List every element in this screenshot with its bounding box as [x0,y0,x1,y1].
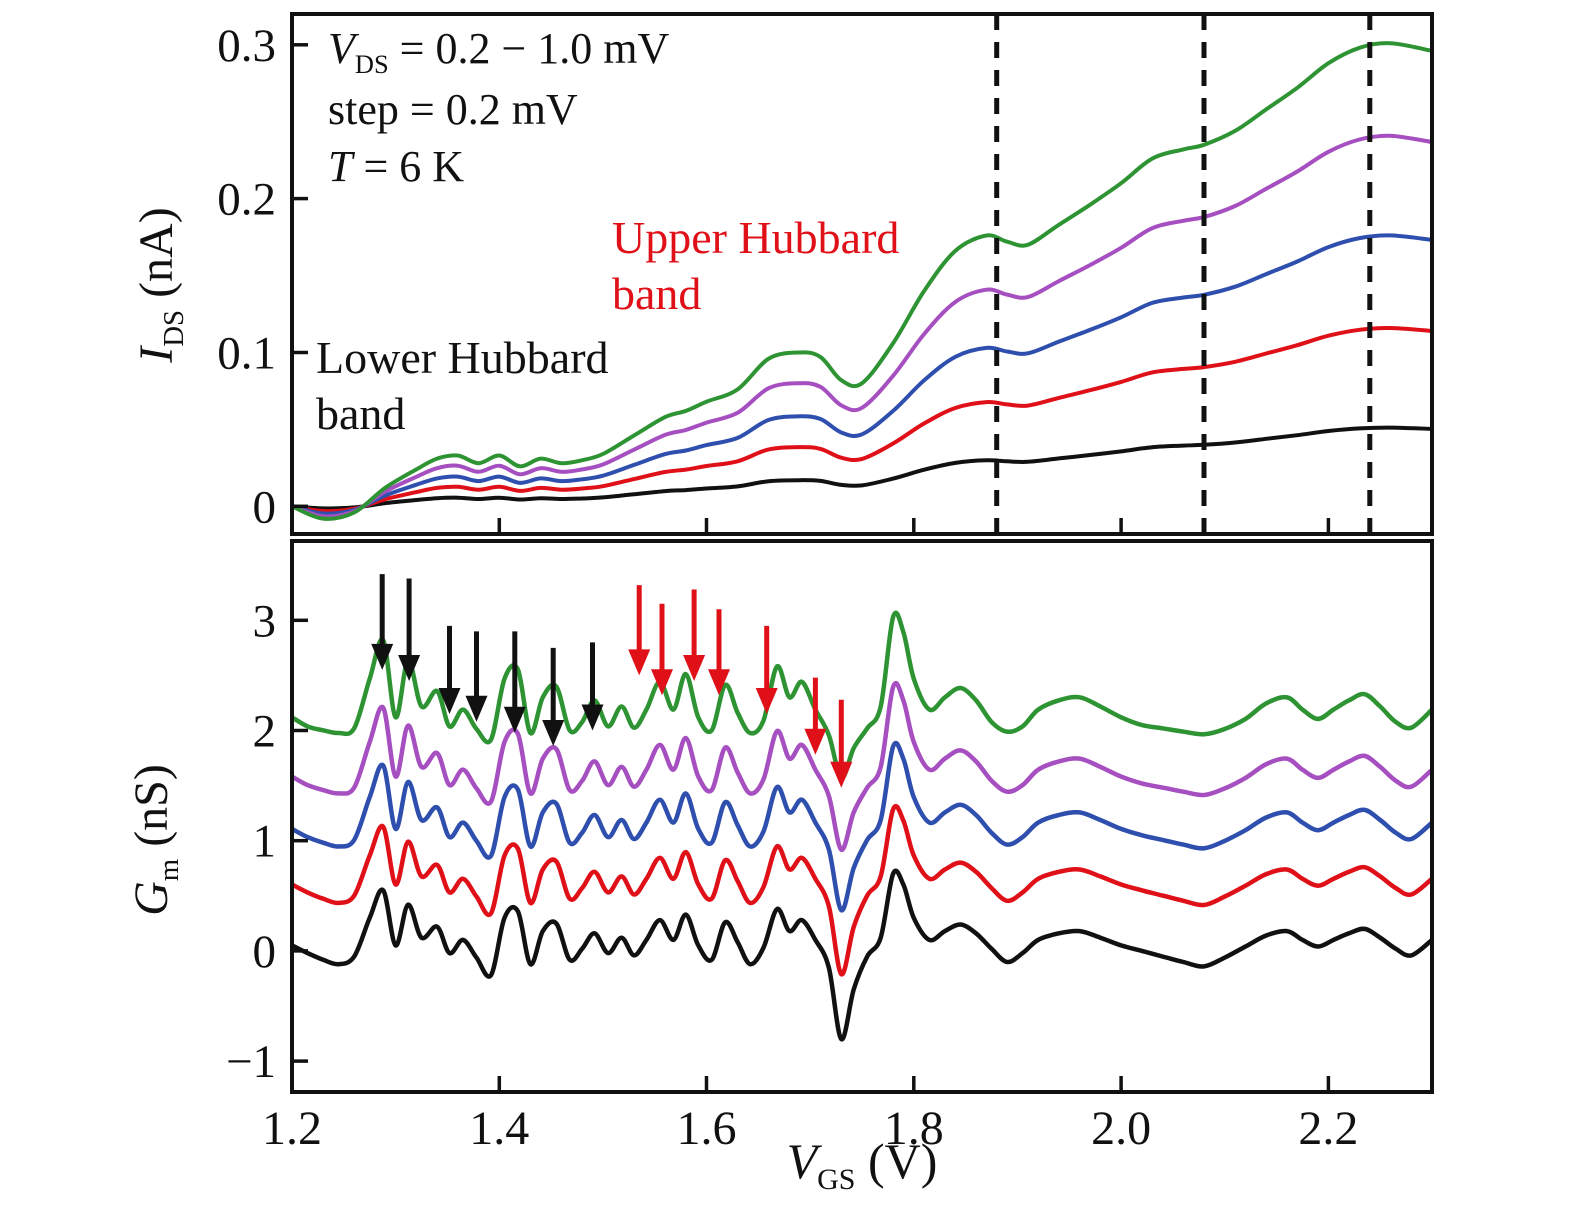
top-y-tick-label: 0.1 [217,328,276,380]
top-y-tick-label: 0.2 [217,174,276,226]
vds-value: = 0.2 − 1.0 mV [388,24,670,73]
top-y-unit: (nA) [130,207,184,310]
black-arrow-4-head [465,695,488,722]
black-arrow-3-head [438,688,461,714]
bottom-panel-curves [292,610,1432,1042]
measurement-conditions: VDS = 0.2 − 1.0 mV step = 0.2 mV T = 6 K [328,20,669,196]
x-tick-label: 1.8 [884,1102,944,1155]
black-arrow-5-head [503,706,526,733]
top-y-axis-label: IDS (nA) [129,207,191,362]
x-sub: GS [817,1163,856,1196]
bottom-y-axis-label: Gm (nS) [124,764,186,916]
vds-var: V [328,24,355,73]
bottom-y-tick-label: 3 [253,595,277,647]
bottom-y-tick-label: 0 [253,926,277,978]
gm-curve-5 [292,610,1432,781]
red-arrow-7-head [830,761,853,788]
gm-curve-3 [292,740,1432,913]
top-y-var: I [130,346,184,363]
red-arrow-3-head [683,655,706,681]
bottom-y-tick-label: −1 [226,1036,276,1088]
x-tick-label: 1.6 [677,1102,737,1155]
red-arrow-5-head [755,688,778,714]
black-arrow-7-head [581,704,604,731]
black-arrow-1-head [371,643,394,670]
ids-curve-5 [292,41,1432,521]
bottom-panel-border [290,539,1434,1094]
top-y-tick-label: 0 [253,481,277,533]
vds-sub: DS [354,48,389,79]
red-arrow-2-head [651,669,673,696]
x-var: V [786,1133,818,1189]
bottom-y-tick-label: 1 [253,816,277,868]
gm-curve-1 [292,868,1432,1042]
black-arrow-2-head [398,655,421,681]
x-tick-label: 2.0 [1091,1102,1151,1155]
upper-hubbard-band-label: Upper Hubbard band [612,212,900,320]
temperature-var: T [328,142,353,192]
bottom-y-unit: (nS) [125,764,179,859]
bottom-y-sub: m [152,858,185,882]
red-arrow-1-head [628,649,651,676]
x-tick-label: 2.2 [1298,1102,1358,1155]
red-arrow-6-head [804,728,827,755]
step-label: step = 0.2 mV [328,85,578,135]
top-y-tick-label: 0.3 [217,20,276,72]
ids-curve-2 [292,325,1432,514]
gm-curve-2 [292,803,1432,977]
vds-range-label: VDS = 0.2 − 1.0 mV [328,20,669,81]
red-arrow-4-head [708,669,730,696]
top-y-sub: DS [157,309,190,347]
gm-curve-4 [292,680,1432,852]
x-tick-label: 1.4 [469,1102,529,1155]
black-arrow-6-head [542,720,565,746]
bottom-y-var: G [125,881,179,916]
x-tick-label: 1.2 [262,1102,322,1155]
x-unit: (V) [855,1133,938,1189]
bottom-y-tick-label: 2 [253,706,277,758]
temperature-label: T = 6 K [328,138,669,195]
top-panel-border [290,12,1434,536]
temperature-value: = 6 K [352,142,465,192]
lower-hubbard-band-label: Lower Hubbard band [316,332,609,440]
x-axis-label: VGS (V) [787,1132,938,1197]
